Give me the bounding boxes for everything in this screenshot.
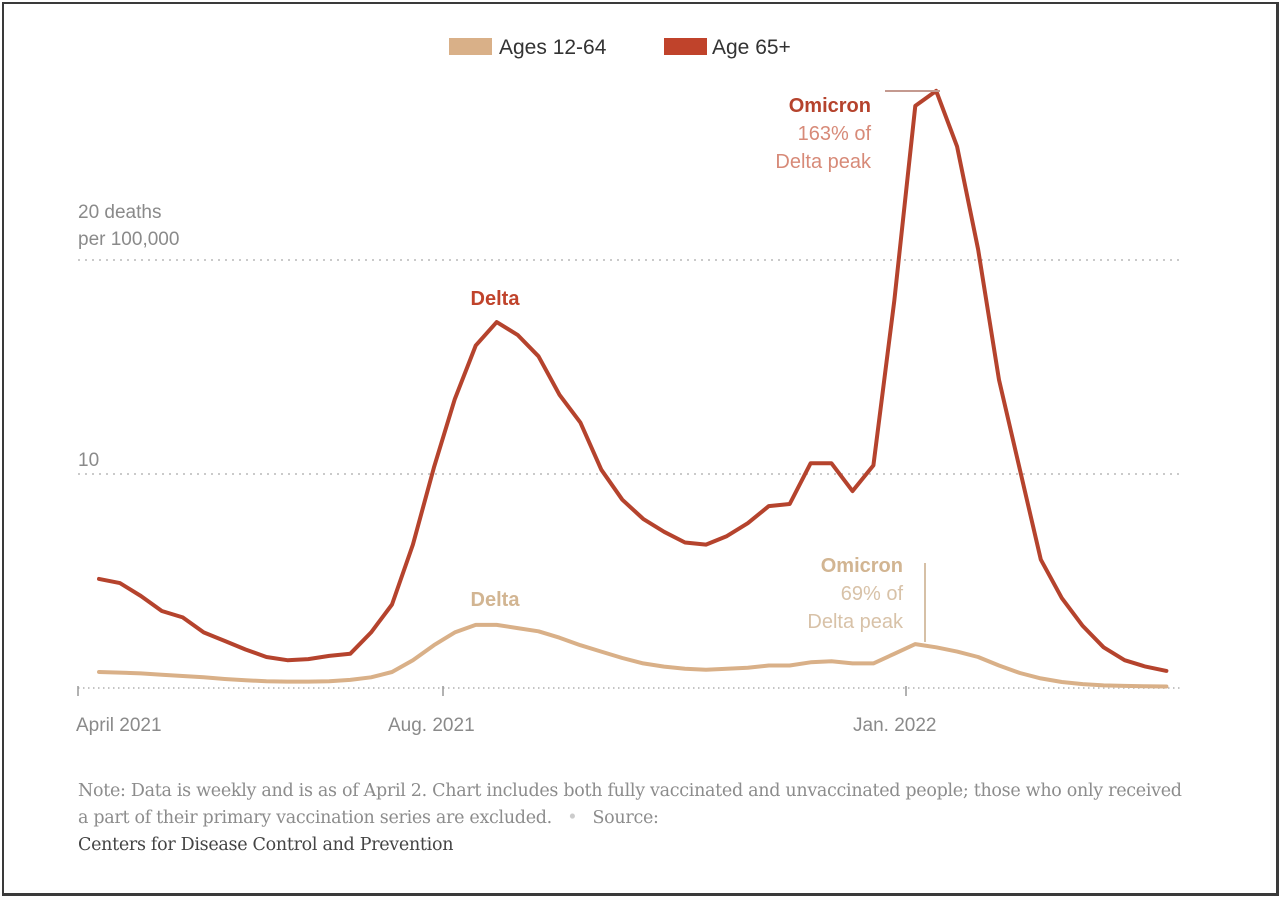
x-tick-label-aug-2021: Aug. 2021 <box>388 715 475 736</box>
source-name: Centers for Disease Control and Preventi… <box>78 835 454 855</box>
footnote-separator: • <box>567 808 578 828</box>
annotation-red-delta: Delta <box>471 288 521 310</box>
y-tick-label-10: 10 <box>78 450 99 471</box>
footnote-text: Note: Data is weekly and is as of April … <box>78 781 1182 828</box>
gridlines <box>78 259 1180 475</box>
x-tick-label-april-2021: April 2021 <box>76 715 162 736</box>
legend-label-ages-12-64: Ages 12-64 <box>499 36 607 59</box>
series-line-age-65-plus <box>97 88 1169 673</box>
y-axis-label-line1: 20 deaths <box>78 202 161 223</box>
series-line-ages-12-64 <box>97 622 1169 689</box>
x-axis <box>77 686 1180 696</box>
legend-swatch-age-65-plus <box>664 38 707 55</box>
chart-footnote: Note: Data is weekly and is as of April … <box>78 778 1188 859</box>
y-axis-label-line2: per 100,000 <box>78 229 179 250</box>
annotation-red-omicron-line1: 163% of <box>798 123 872 145</box>
annotation-tan-omicron-title: Omicron <box>821 555 903 577</box>
annotation-tan-omicron-line1: 69% of <box>841 583 904 605</box>
legend-label-age-65-plus: Age 65+ <box>712 36 791 59</box>
legend-swatch-ages-12-64 <box>449 38 492 55</box>
legend: Ages 12-64 Age 65+ <box>449 36 791 59</box>
annotation-tan-delta: Delta <box>471 589 521 611</box>
annotation-red-omicron-line2: Delta peak <box>775 151 872 173</box>
source-label: Source: <box>592 808 659 828</box>
x-tick-label-jan-2022: Jan. 2022 <box>853 715 936 736</box>
annotation-red-omicron-title: Omicron <box>789 95 871 117</box>
annotation-tan-omicron-line2: Delta peak <box>807 611 904 633</box>
